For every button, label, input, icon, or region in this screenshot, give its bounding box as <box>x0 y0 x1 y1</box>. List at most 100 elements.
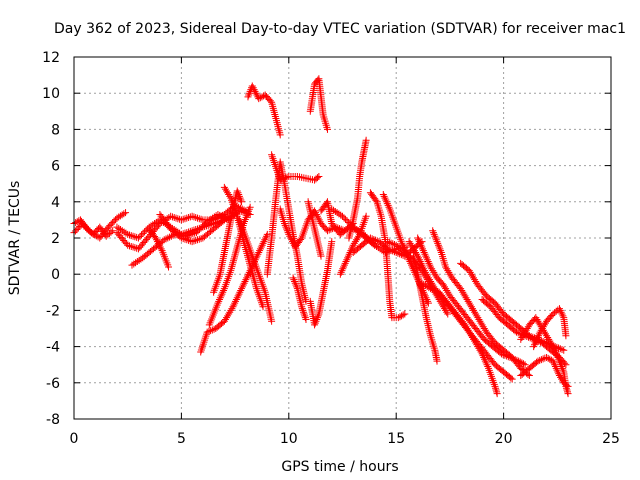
data-point <box>441 305 449 313</box>
data-point <box>362 232 370 240</box>
data-point <box>532 337 540 345</box>
data-point <box>208 326 216 334</box>
data-point <box>432 234 440 242</box>
data-point <box>205 217 213 225</box>
data-point <box>419 247 427 255</box>
data-point <box>557 308 565 316</box>
data-point <box>554 368 562 376</box>
data-point <box>548 341 556 349</box>
data-point <box>426 261 434 269</box>
data-point <box>109 227 117 235</box>
data-point <box>188 238 196 246</box>
data-point <box>462 323 470 331</box>
data-point <box>186 227 194 235</box>
data-point <box>293 283 301 291</box>
data-point <box>153 238 161 246</box>
data-point <box>435 243 443 251</box>
data-point <box>478 321 486 329</box>
data-point <box>492 386 500 394</box>
data-point <box>385 238 393 246</box>
data-point <box>559 366 567 374</box>
data-point <box>442 263 450 271</box>
data-point <box>537 326 545 334</box>
data-point <box>341 259 349 267</box>
data-point <box>107 228 115 236</box>
data-point <box>164 234 172 242</box>
data-point <box>518 334 526 342</box>
data-point <box>339 265 347 273</box>
data-point <box>110 217 118 225</box>
data-point <box>323 227 331 235</box>
data-point <box>445 268 453 276</box>
data-point <box>302 315 310 323</box>
data-point <box>328 238 336 246</box>
data-point <box>372 196 380 204</box>
data-point <box>340 263 348 271</box>
data-point <box>471 337 479 345</box>
data-point <box>531 339 539 347</box>
data-point <box>464 326 472 334</box>
data-point <box>217 292 225 300</box>
data-point <box>311 321 319 329</box>
data-point <box>427 263 435 271</box>
data-point <box>181 215 189 223</box>
data-point <box>160 218 167 226</box>
data-point <box>170 213 178 221</box>
data-point <box>406 239 414 247</box>
data-point <box>389 247 397 255</box>
data-point <box>233 294 241 302</box>
data-point <box>477 348 485 356</box>
data-point <box>161 220 169 228</box>
data-point <box>462 294 470 302</box>
data-point <box>414 236 422 244</box>
data-point <box>343 217 351 225</box>
data-point <box>430 286 438 294</box>
data-point <box>470 274 478 282</box>
data-point <box>155 241 163 249</box>
data-point <box>238 285 246 293</box>
data-point <box>349 241 357 249</box>
series-track-29 <box>414 234 529 369</box>
data-point <box>376 245 384 253</box>
data-point <box>120 210 128 218</box>
data-point <box>491 382 499 390</box>
data-point <box>470 306 478 314</box>
data-point <box>555 372 563 380</box>
data-point <box>558 363 566 371</box>
data-point <box>125 231 133 239</box>
data-point <box>555 305 563 313</box>
data-point <box>539 323 547 331</box>
data-point <box>374 244 382 252</box>
data-point <box>192 226 200 234</box>
data-point <box>157 245 165 253</box>
data-point <box>550 359 558 367</box>
data-point <box>465 328 473 336</box>
data-point <box>468 272 476 280</box>
data-point <box>430 268 438 276</box>
data-point <box>465 267 473 275</box>
data-point <box>174 215 182 223</box>
data-point <box>433 238 441 246</box>
data-point <box>172 227 180 235</box>
data-point <box>390 248 398 256</box>
data-point <box>429 229 437 237</box>
data-point <box>290 276 298 284</box>
chart-title: Day 362 of 2023, Sidereal Day-to-day VTE… <box>54 21 626 37</box>
data-point <box>202 222 210 230</box>
data-point <box>466 301 474 309</box>
series-track-22 <box>345 136 370 242</box>
data-point <box>492 384 500 392</box>
data-point <box>230 301 238 309</box>
data-point <box>197 215 205 223</box>
data-point <box>237 207 245 215</box>
data-point <box>248 82 256 90</box>
data-point <box>399 311 407 319</box>
data-point <box>473 312 481 320</box>
data-point <box>333 209 341 217</box>
data-point <box>558 364 566 372</box>
data-point <box>130 260 138 268</box>
data-point <box>194 236 202 244</box>
data-point <box>441 283 449 291</box>
data-point <box>312 317 320 325</box>
data-point <box>380 192 388 200</box>
